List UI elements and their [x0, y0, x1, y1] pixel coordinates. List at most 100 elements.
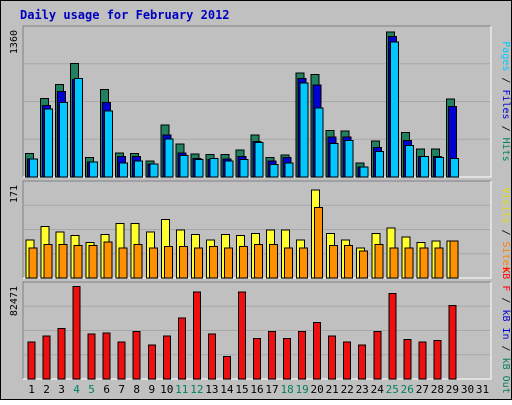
- x-tick-label-day-6: 6: [103, 383, 110, 396]
- bar-pages-files-hits-pages-day-10: [164, 138, 174, 178]
- panel-visits-sites-legend-part-0: Visits: [500, 187, 511, 223]
- panel-kb-frame-shadow-edge: [22, 281, 491, 379]
- bar-visits-sites-sites-day-27: [419, 247, 429, 279]
- panel-pages-files-hits-bars: [25, 31, 459, 178]
- panel-kb-legend-part-3: /: [500, 340, 511, 358]
- bar-visits-sites-sites-day-4: [73, 244, 83, 279]
- bar-visits-sites-sites-day-9: [148, 247, 158, 279]
- x-axis-day-labels: 1 2 3 4 5 6 7 8 9 10 11 12 13 14 15 16 17 18 19 20 21 22 23 24 2…: [28, 383, 489, 396]
- panel-pages-files-hits-legend-part-0: Pages: [500, 41, 511, 71]
- panel-visits-sites-legend: Visits / Sites: [500, 187, 511, 271]
- bar-pages-files-hits-pages-day-14: [224, 160, 234, 178]
- x-tick-label-day-13: 13: [205, 383, 218, 396]
- bar-pages-files-hits-pages-day-15: [239, 159, 249, 178]
- x-tick-label-day-18: 18: [280, 383, 293, 396]
- bar-pages-files-hits-pages-day-13: [209, 158, 219, 178]
- bar-pages-files-hits-pages-day-12: [194, 159, 204, 178]
- panel-kb-legend-part-1: /: [500, 291, 511, 309]
- bar-pages-files-hits-pages-day-27: [419, 156, 429, 178]
- panel-pages-files-hits-legend-part-4: Hits: [500, 138, 511, 162]
- x-tick-label-day-1: 1: [28, 383, 35, 396]
- bar-kb-kb-f-day-10: [162, 335, 171, 380]
- x-tick-label-day-21: 21: [326, 383, 339, 396]
- bar-kb-kb-f-day-22: [343, 341, 352, 380]
- bar-visits-sites-sites-day-22: [344, 244, 354, 279]
- x-tick-label-day-31: 31: [476, 383, 489, 396]
- panel-kb-legend: KB F / kB In / kB Out: [500, 267, 511, 393]
- bar-kb-kb-f-day-14: [222, 355, 231, 380]
- bar-kb-kb-f-day-28: [433, 340, 442, 380]
- x-tick-label-day-10: 10: [160, 383, 173, 396]
- bar-pages-files-hits-pages-day-19: [299, 82, 309, 178]
- bar-kb-kb-f-day-11: [177, 317, 186, 380]
- panel-visits-sites: 171 Visits / Sites: [9, 180, 511, 279]
- bar-kb-kb-f-day-15: [238, 291, 246, 380]
- bar-visits-sites-sites-day-18: [284, 247, 294, 279]
- bar-pages-files-hits-pages-day-28: [434, 157, 444, 178]
- bar-visits-sites-sites-day-19: [299, 247, 309, 279]
- panel-kb-ymax-label: 82471: [9, 286, 20, 316]
- x-tick-label-day-26: 26: [401, 383, 414, 396]
- bar-pages-files-hits-pages-day-17: [269, 164, 279, 178]
- x-tick-label-day-16: 16: [250, 383, 263, 396]
- bar-visits-sites-sites-day-2: [43, 243, 53, 279]
- bar-visits-sites-sites-day-20: [314, 206, 324, 279]
- bar-visits-sites-sites-day-17: [269, 243, 278, 279]
- panel-visits-sites-bars: [25, 189, 459, 279]
- bar-visits-sites-sites-day-25: [389, 247, 399, 279]
- panel-visits-sites-legend-part-1: /: [500, 223, 511, 241]
- x-tick-label-day-25: 25: [386, 383, 399, 396]
- chart-title: Daily usage for February 2012: [20, 8, 230, 22]
- x-tick-label-day-8: 8: [133, 383, 140, 396]
- bar-kb-kb-f-day-26: [403, 339, 412, 380]
- bar-pages-files-hits-pages-day-22: [344, 139, 354, 178]
- bar-visits-sites-sites-day-12: [193, 247, 203, 279]
- bar-kb-kb-f-day-19: [298, 331, 307, 380]
- bar-kb-kb-f-day-25: [388, 292, 397, 380]
- bar-kb-kb-f-day-1: [27, 341, 36, 380]
- bar-pages-files-hits-pages-day-4: [74, 78, 84, 178]
- panel-kb-legend-part-2: kB In: [500, 309, 511, 339]
- bar-visits-sites-sites-day-29: [449, 240, 459, 279]
- bar-pages-files-hits-pages-day-7: [119, 162, 129, 178]
- bar-pages-files-hits-pages-day-20: [314, 107, 324, 178]
- x-tick-label-day-9: 9: [148, 383, 155, 396]
- bar-visits-sites-sites-day-23: [359, 250, 369, 279]
- x-tick-label-day-29: 29: [446, 383, 459, 396]
- bar-visits-sites-sites-day-26: [404, 247, 414, 279]
- panel-visits-sites-frame-shadow-edge: [22, 180, 491, 278]
- bar-pages-files-hits-pages-day-25: [389, 41, 399, 178]
- bar-kb-kb-f-day-5: [87, 333, 96, 380]
- x-tick-label-day-28: 28: [431, 383, 444, 396]
- panel-kb-legend-part-4: kB Out: [500, 358, 511, 394]
- bar-kb-kb-f-day-8: [132, 331, 141, 380]
- panel-kb-bars: [27, 286, 457, 380]
- panel-pages-files-hits-legend-part-1: /: [500, 71, 511, 89]
- x-tick-label-day-19: 19: [295, 383, 308, 396]
- bar-kb-kb-f-day-16: [253, 337, 261, 380]
- bar-pages-files-hits-pages-day-2: [44, 108, 53, 178]
- bar-pages-files-hits-pages-day-29: [449, 158, 459, 178]
- bar-visits-sites-sites-day-28: [434, 247, 444, 279]
- bar-pages-files-hits-pages-day-16: [254, 141, 264, 178]
- x-tick-label-day-7: 7: [118, 383, 125, 396]
- x-tick-label-day-15: 15: [235, 383, 248, 396]
- bar-pages-files-hits-pages-day-11: [179, 154, 189, 178]
- bar-pages-files-hits-pages-day-1: [29, 158, 38, 178]
- x-tick-label-day-17: 17: [265, 383, 278, 396]
- bar-visits-sites-sites-day-3: [58, 243, 68, 279]
- x-tick-label-day-22: 22: [341, 383, 354, 396]
- bar-kb-kb-f-day-2: [42, 335, 51, 380]
- bar-visits-sites-sites-day-13: [208, 246, 218, 279]
- x-tick-label-day-5: 5: [88, 383, 95, 396]
- bar-visits-sites-sites-day-8: [133, 243, 143, 279]
- bar-visits-sites-sites-day-16: [254, 243, 263, 279]
- bar-pages-files-hits-pages-day-21: [329, 143, 339, 178]
- bar-kb-kb-f-day-6: [102, 332, 111, 380]
- bar-pages-files-hits-pages-day-9: [149, 163, 159, 178]
- bar-visits-sites-sites-day-14: [223, 247, 233, 279]
- bar-kb-kb-f-day-13: [207, 333, 216, 380]
- panel-kb-legend-part-0: KB F: [500, 267, 511, 291]
